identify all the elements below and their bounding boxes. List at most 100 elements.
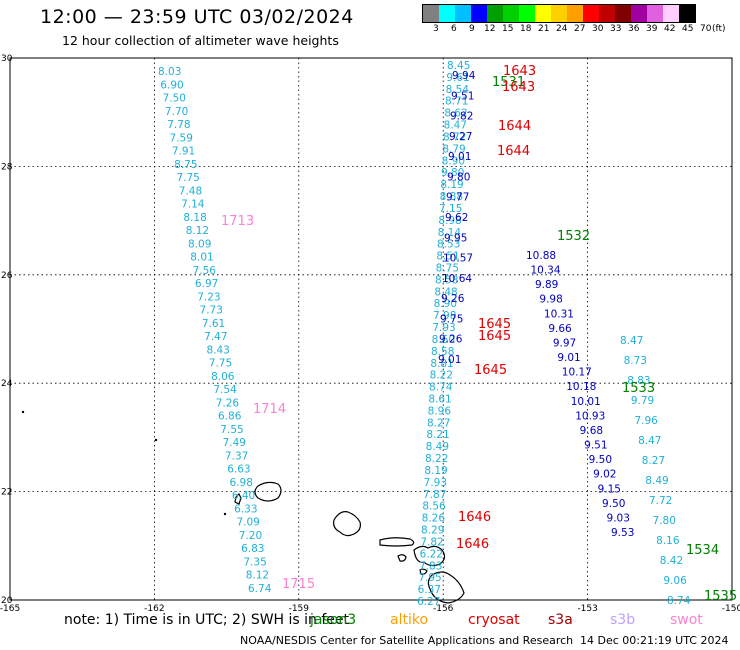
wave-height-value: 8.01	[190, 252, 213, 264]
legend-label: 70	[700, 24, 712, 34]
map-grid	[10, 58, 732, 600]
wave-height-value: 7.75	[209, 358, 232, 370]
wave-height-value: 9.01	[557, 352, 580, 364]
wave-height-value: 8.56	[422, 501, 446, 513]
legend-swatch	[599, 5, 615, 22]
wave-height-value: 8.22	[430, 370, 453, 382]
wave-height-value: 7.50	[163, 93, 186, 105]
wave-height-value: 8.18	[183, 212, 206, 224]
wave-height-value: 10.88	[526, 250, 556, 262]
lat-tick-label: 30	[1, 54, 13, 64]
legend-swatch	[631, 5, 647, 22]
wave-height-value: 7.09	[236, 517, 259, 529]
legend-label: 3	[433, 24, 439, 34]
dot	[223, 512, 227, 516]
pass-time-label: 1644	[498, 119, 531, 134]
wave-height-value: 6.74	[248, 583, 272, 595]
wave-height-value: 7.59	[170, 132, 193, 144]
wave-height-value: 8.74	[667, 595, 691, 607]
wave-height-value: 10.34	[530, 265, 560, 277]
wave-height-value: 7.23	[197, 291, 220, 303]
hawaiian-islands	[234, 481, 465, 604]
legend-swatch	[487, 5, 503, 22]
lon-tick-label: -150	[722, 604, 740, 614]
wave-height-value: 9.89	[535, 279, 558, 291]
dot	[21, 410, 25, 414]
wave-height-value: 6.90	[160, 79, 183, 91]
wave-height-value: 8.73	[624, 355, 647, 367]
wave-height-value: 8.51	[436, 251, 459, 263]
wave-height-value: 8.47	[444, 120, 467, 132]
wave-height-value: 8.12	[186, 225, 209, 237]
pass-time-labels: 1643153116431644164417131532164516451645…	[221, 64, 737, 604]
wave-height-value: 6.33	[234, 503, 257, 515]
wave-height-value: 9.03	[607, 512, 630, 524]
wave-height-value: 7.15	[439, 203, 462, 215]
legend-label: 18	[520, 24, 532, 34]
wave-height-value: 7.82	[420, 536, 443, 548]
wave-height-value: 8.27	[427, 417, 450, 429]
wave-height-value: 8.58	[435, 274, 458, 286]
wave-height-value: 10.93	[575, 410, 605, 422]
legend-swatch	[455, 5, 471, 22]
wave-height-value: 6.63	[227, 464, 250, 476]
lon-tick-label: -153	[577, 604, 597, 614]
wave-height-value: 8.42	[660, 555, 683, 567]
pass-time-label: 1714	[253, 402, 286, 417]
wave-height-value: 9.77	[446, 192, 469, 204]
wave-height-value: 7.55	[220, 424, 243, 436]
wave-height-value: 9.75	[440, 313, 463, 325]
wave-height-value: 7.14	[181, 199, 205, 211]
track-pass-5: 8.47 8.73 8.83 9.79 7.96 8.47 8.27 8.49 7.72 7.80…	[620, 335, 691, 607]
wave-height-value: 7.20	[239, 530, 262, 542]
pass-time-label: 1645	[474, 363, 507, 378]
pass-time-label: 1534	[686, 543, 719, 558]
wave-height-value: 7.48	[179, 185, 202, 197]
wave-height-value: 9.53	[611, 527, 634, 539]
island-maui	[413, 545, 446, 567]
page-title: 12:00 — 23:59 UTC 03/02/2024	[40, 6, 354, 28]
wave-height-value: 9.15	[598, 483, 621, 495]
altimeter-tracks: 8.036.907.507.707.787.597.918.757.757.48…	[158, 60, 691, 608]
wave-height-value: 8.75	[174, 159, 197, 171]
pass-time-label: 1715	[282, 577, 315, 592]
wave-height-value: 6.22	[420, 548, 443, 560]
wave-height-value: 9.80	[441, 167, 464, 179]
lat-tick-label: 26	[1, 271, 13, 281]
wave-height-value: 7.91	[172, 146, 195, 158]
wave-height-value: 8.96	[428, 405, 452, 417]
wave-height-value: 7.56	[193, 265, 217, 277]
wave-height-value: 8.19	[424, 465, 447, 477]
pass-time-label: 1645	[478, 329, 511, 344]
legend-swatch	[663, 5, 679, 22]
wave-height-value: 9.66	[548, 323, 572, 335]
wave-height-value: 8.47	[620, 335, 643, 347]
track-pass-1: 8.036.907.507.707.787.597.918.757.757.48…	[158, 66, 272, 595]
wave-height-value: 9.62	[445, 212, 468, 224]
lon-tick-label: -162	[144, 604, 164, 614]
legend-label: 12	[484, 24, 496, 34]
wave-height-value: 8.47	[638, 435, 661, 447]
wave-height-value: 6.97	[195, 278, 218, 290]
wave-height-value: 6.83	[241, 543, 264, 555]
wave-height-value: 9.50	[589, 454, 612, 466]
wave-height-value: 7.95	[418, 572, 441, 584]
wave-height-value: 7.78	[167, 119, 190, 131]
wave-height-value: 7.37	[225, 450, 248, 462]
legend-swatches	[422, 4, 696, 23]
wave-height-value: 6.86	[218, 411, 242, 423]
legend-label: 27	[574, 24, 586, 34]
wave-height-value: 9.98	[539, 294, 562, 306]
satellite-name: s3a	[548, 612, 573, 628]
wave-height-value: 9.02	[593, 469, 616, 481]
wave-height-value: 7.73	[200, 305, 223, 317]
wave-height-value: 8.03	[158, 66, 181, 78]
footer-note: note: 1) Time is in UTC; 2) SWH is in fe…	[64, 612, 350, 628]
lon-tick-label: -159	[289, 604, 310, 614]
legend-swatch	[615, 5, 631, 22]
wave-height-value: 8.22	[425, 453, 448, 465]
wave-height-value: 7.47	[204, 331, 227, 343]
lon-tick-label: -165	[0, 604, 20, 614]
wave-height-value: 10.18	[566, 381, 596, 393]
wave-height-value: 7.35	[243, 556, 266, 568]
